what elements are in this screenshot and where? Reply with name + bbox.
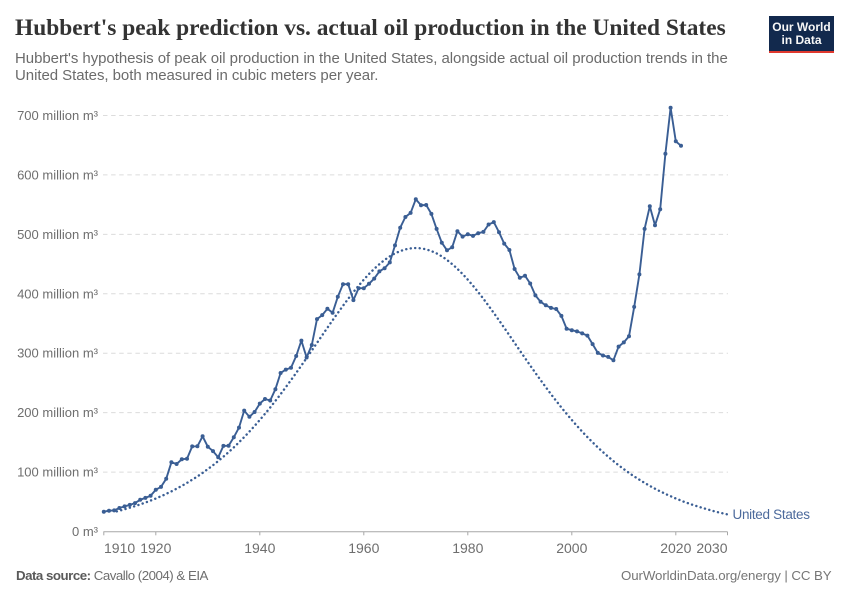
svg-text:300 million m³: 300 million m³ [17,346,99,361]
svg-text:1960: 1960 [348,540,379,556]
svg-text:1920: 1920 [140,540,171,556]
svg-text:600 million m³: 600 million m³ [17,167,99,182]
svg-text:1980: 1980 [452,540,483,556]
svg-text:0 m³: 0 m³ [72,524,99,539]
svg-text:2020: 2020 [660,540,691,556]
svg-text:100 million m³: 100 million m³ [17,465,99,480]
svg-text:United States: United States [733,507,811,522]
svg-text:200 million m³: 200 million m³ [17,405,99,420]
svg-text:2030: 2030 [696,540,727,556]
svg-text:1910: 1910 [104,540,135,556]
svg-text:2000: 2000 [556,540,587,556]
svg-text:500 million m³: 500 million m³ [17,227,99,242]
svg-text:1940: 1940 [244,540,275,556]
svg-text:700 million m³: 700 million m³ [17,108,99,123]
svg-text:400 million m³: 400 million m³ [17,286,99,301]
